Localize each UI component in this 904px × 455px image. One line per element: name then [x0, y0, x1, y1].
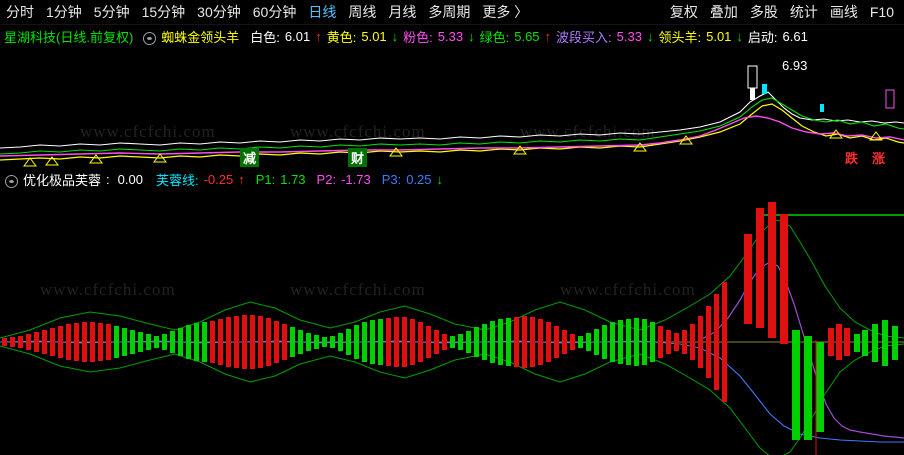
field-value-bai: 6.01: [284, 29, 311, 44]
toolbar-item-5min[interactable]: 5分钟: [93, 3, 130, 20]
toolbar-item-duogu[interactable]: 多股: [749, 3, 778, 20]
sub-field-label-furong: 芙蓉线:: [155, 172, 199, 188]
sub-field-arrow-p3: ↓: [436, 171, 444, 187]
field-value-fen: 5.33: [437, 29, 464, 44]
field-label-huang: 黄色:: [326, 30, 357, 45]
tag-cai: 财: [348, 148, 368, 167]
tag-zhang: 涨: [872, 151, 886, 166]
sub-main-value: 0.00: [117, 171, 143, 187]
histogram-bars: [2, 202, 898, 440]
toolbar-item-1min[interactable]: 1分钟: [46, 3, 82, 20]
toolbar-item-diejia[interactable]: 叠加: [709, 3, 738, 20]
sub-field-value-p3: 0.25: [406, 171, 432, 187]
sub-indicator-name[interactable]: 优化极品芙蓉: [23, 172, 102, 188]
field-value-lingtouyang: 5.01: [706, 29, 732, 44]
main-price-pane[interactable]: 6.93 减 财 跌 涨 www.cfcfchi.com www.cfcfchi…: [0, 48, 904, 168]
toolbar-item-multiperiod[interactable]: 多周期: [428, 3, 471, 20]
sub-field-arrow-furong: ↑: [238, 171, 245, 187]
tag-die: 跌: [845, 151, 859, 166]
field-value-qidong: 6.61: [782, 29, 808, 44]
field-arrow-lv: ↑: [544, 29, 552, 44]
field-value-boduan: 5.33: [616, 29, 642, 44]
toolbar-item-weekly[interactable]: 周线: [348, 3, 377, 20]
field-label-lingtouyang: 领头羊:: [658, 30, 702, 45]
price-label-693: 6.93: [782, 58, 808, 73]
tag-jian: 减: [240, 148, 260, 167]
sub-field-label-p1: P1:: [255, 171, 276, 187]
main-indicator-header: 星湖科技(日线.前复权) 蜘蛛金领头羊 白色: 6.01 ↑ 黄色: 5.01 …: [0, 26, 904, 47]
toolbar-item-60min[interactable]: 60分钟: [252, 3, 297, 20]
field-arrow-boduan: ↓: [646, 29, 654, 44]
eye-icon[interactable]: [143, 32, 157, 45]
toolbar-right-group: 复权 叠加 多股 统计 画线 F10: [664, 0, 904, 25]
field-label-qidong: 启动:: [747, 30, 778, 45]
field-value-huang: 5.01: [361, 29, 387, 44]
field-label-bai: 白色:: [250, 30, 280, 45]
sub-indicator-pane[interactable]: www.cfcfchi.com www.cfcfchi.com www.cfcf…: [0, 190, 904, 455]
toolbar-item-more[interactable]: 更多 〉: [482, 3, 529, 20]
sub-field-value-furong: -0.25: [203, 171, 234, 187]
toolbar-item-tongji[interactable]: 统计: [789, 3, 818, 20]
toolbar-item-monthly[interactable]: 月线: [388, 3, 417, 20]
main-price-chart: [0, 65, 904, 167]
field-label-lv: 绿色:: [479, 30, 510, 45]
toolbar-item-30min[interactable]: 30分钟: [197, 3, 241, 20]
field-arrow-huang: ↓: [391, 29, 399, 44]
indicator-name[interactable]: 蜘蛛金领头羊: [161, 30, 240, 45]
sub-indicator-header: 优化极品芙蓉 : 0.00 芙蓉线: -0.25 ↑ P1: 1.73 P2: …: [0, 168, 904, 190]
toolbar-item-15min[interactable]: 15分钟: [141, 3, 186, 20]
toolbar-item-huaxian[interactable]: 画线: [829, 3, 858, 20]
sub-field-label-p3: P3:: [381, 171, 402, 187]
sub-field-value-p1: 1.73: [280, 171, 306, 187]
field-label-boduan: 波段买入:: [556, 30, 612, 45]
toolbar-item-f10[interactable]: F10: [869, 3, 894, 20]
period-toolbar: 分时 1分钟 5分钟 15分钟 30分钟 60分钟 日线 周线 月线 多周期 更…: [0, 0, 904, 25]
signal-bars: [747, 65, 895, 112]
toolbar-item-fuquan[interactable]: 复权: [669, 3, 698, 20]
field-value-lv: 5.65: [514, 29, 540, 44]
sub-field-value-p2: -1.73: [341, 171, 371, 187]
field-arrow-fen: ↓: [468, 29, 475, 44]
furong-indicator-chart: [0, 202, 904, 455]
sub-field-label-p2: P2:: [316, 171, 337, 187]
field-arrow-bai: ↑: [315, 29, 322, 44]
toolbar-item-daily[interactable]: 日线: [308, 3, 337, 20]
stock-title[interactable]: 星湖科技(日线.前复权): [4, 30, 134, 45]
toolbar-item-fenshi[interactable]: 分时: [6, 3, 34, 20]
field-label-fen: 粉色:: [403, 30, 433, 45]
eye-icon-sub[interactable]: [5, 174, 18, 188]
field-arrow-lingtouyang: ↓: [736, 29, 743, 44]
